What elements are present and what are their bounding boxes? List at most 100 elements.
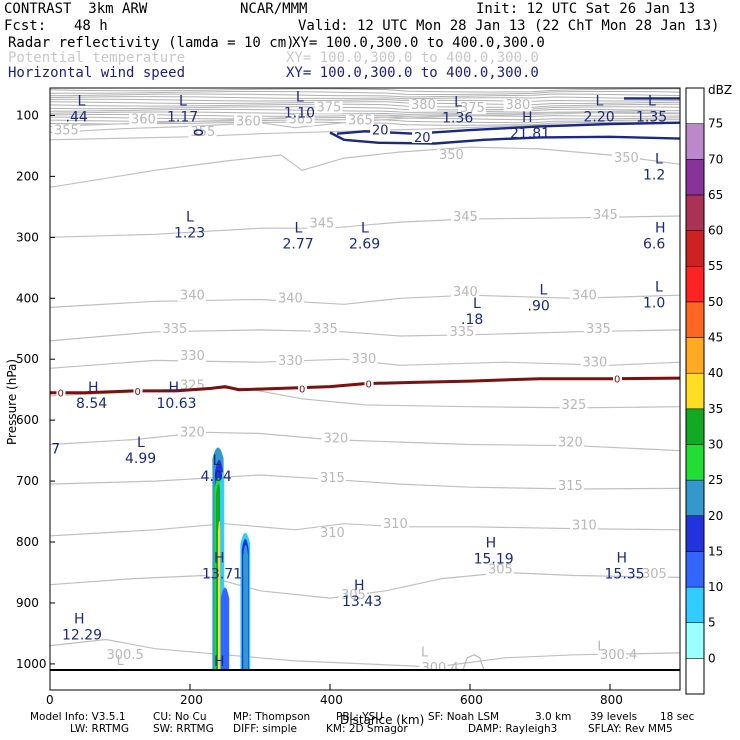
wind-extrema-value: 15.35	[605, 567, 645, 583]
colorbar-frame	[685, 87, 705, 695]
theta-label-bg	[349, 353, 378, 366]
wind-extrema-mark: L	[596, 94, 604, 110]
wind-extrema-value: 2.77	[283, 236, 314, 252]
footer-model-info: Model Info: V3.5.1	[30, 711, 126, 723]
theta-contour	[50, 146, 680, 188]
footer-damp: DAMP: Rayleigh3	[468, 723, 558, 735]
colorbar-tick-label: 50	[708, 295, 723, 309]
wind-extrema-value: 1.2	[643, 167, 665, 183]
y-tick-label: 1000	[16, 657, 47, 671]
footer-cu: CU: No Cu	[153, 711, 207, 723]
y-tick-label: 300	[16, 230, 39, 244]
wind-extrema-value: .90	[528, 298, 550, 314]
x-tick-label: 0	[46, 693, 54, 707]
theta-contour	[50, 111, 680, 134]
freezing-level-label: 0	[299, 384, 305, 395]
theta-label-bg	[311, 322, 339, 335]
wind-extrema-value: 1.0	[643, 295, 665, 311]
wind-extrema-mark: L	[179, 94, 187, 110]
theta-label: 345	[453, 210, 478, 225]
wind-extrema-value: 8.54	[76, 396, 107, 412]
freezing-label-bg	[613, 372, 622, 384]
theta-label-bg	[458, 102, 486, 115]
wind-extrema-mark: H	[486, 535, 497, 551]
theta-label-bg	[234, 115, 262, 128]
wind-extrema-value: 4.04	[201, 469, 232, 485]
theta-label-bg	[346, 114, 374, 127]
theta-label-bg	[307, 217, 336, 230]
theta-label: 360	[236, 115, 261, 130]
colorbar-tick-label: 0	[708, 651, 716, 665]
colorbar-swatch	[685, 337, 705, 374]
colorbar-swatch	[685, 622, 705, 659]
theta-label-bg	[437, 149, 465, 162]
wind-extrema-mark: L	[473, 296, 481, 312]
wind-extrema-value: 2.69	[349, 236, 380, 252]
colorbar-tick-label: 15	[708, 544, 723, 558]
theta-label: 335	[586, 322, 611, 337]
theta-label-bg	[381, 517, 409, 530]
wind-contour-label: 20	[372, 124, 389, 139]
theta-contour	[50, 474, 680, 490]
theta-contour	[50, 103, 680, 108]
theta-label: 345	[593, 208, 618, 223]
theta-label-bg	[104, 648, 133, 661]
footer-pbl: PBL: YSU	[336, 711, 384, 723]
theta-contour	[50, 91, 680, 95]
colorbar-swatch	[685, 551, 705, 588]
colorbar-swatch	[685, 301, 705, 338]
theta-contour	[50, 215, 680, 238]
theta-label: 300.4	[422, 661, 459, 676]
theta-contour	[50, 88, 680, 93]
theta-contour	[50, 106, 680, 111]
org-label: NCAR/MMM	[240, 1, 308, 17]
theta-label: 300.5	[107, 648, 144, 663]
colorbar-tick-label: 75	[708, 117, 723, 131]
field-theta-name: Potential temperature	[8, 50, 186, 66]
colorbar-swatch	[685, 444, 705, 481]
theta-label: 360	[131, 113, 156, 128]
theta-contour	[50, 638, 680, 668]
colorbar-swatch	[685, 479, 705, 517]
freezing-level-label: 0	[614, 375, 620, 386]
colorbar-swatch	[685, 123, 705, 160]
theta-label: 330	[352, 352, 377, 367]
theta-label: 340	[180, 288, 205, 303]
theta-contour	[50, 93, 680, 98]
theta-label: 320	[180, 425, 205, 440]
theta-label: 335	[313, 322, 338, 337]
wind-extrema-mark: L	[648, 94, 656, 110]
theta-label-bg	[318, 526, 346, 539]
colorbar-tick-label: 45	[708, 331, 723, 345]
colorbar-swatch	[685, 515, 705, 552]
field-wind-xy: XY= 100.0,300.0 to 400.0,300.0	[286, 65, 539, 81]
theta-contour	[50, 523, 680, 537]
footer-diff: DIFF: simple	[233, 723, 297, 735]
colorbar-swatch	[685, 372, 705, 410]
theta-label: 305	[488, 562, 513, 577]
theta-label: 305	[341, 588, 366, 603]
wind-extrema-mark: L	[213, 453, 221, 469]
theta-label-bg	[178, 426, 206, 439]
wind-extrema-value: .18	[461, 312, 483, 328]
theta-label: 380	[506, 98, 531, 113]
theta-label-bg	[447, 325, 476, 338]
theta-label-bg	[640, 567, 668, 580]
theta-label-bg	[580, 356, 609, 369]
colorbar-tick-label: 20	[708, 509, 723, 523]
colorbar-unit: dBZ	[708, 83, 732, 97]
theta-label: 305	[642, 567, 667, 582]
y-tick-label: 800	[16, 535, 39, 549]
wind-extrema-value: 10.63	[157, 396, 197, 412]
x-axis-label: Distance (km)	[340, 713, 424, 727]
wind-extrema-value: 13.02	[202, 670, 242, 686]
wind-extrema-value: .44	[66, 110, 88, 126]
wind-extrema-value: 21.81	[510, 126, 550, 142]
colorbar-swatch	[685, 230, 705, 267]
footer-levels: 39 levels	[590, 711, 638, 723]
theta-label-bg	[276, 355, 304, 368]
x-tick-label: 600	[460, 693, 483, 707]
freezing-label-bg	[298, 382, 307, 394]
colorbar-swatch	[685, 658, 705, 695]
theta-label-bg	[318, 472, 346, 485]
